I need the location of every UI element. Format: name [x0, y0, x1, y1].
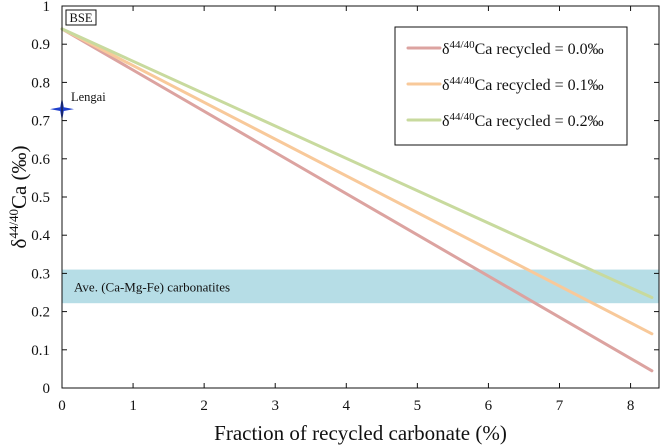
carbonatite-band-label: Ave. (Ca-Mg-Fe) carbonatites: [74, 279, 230, 294]
legend-label-sup: 44/40: [450, 75, 476, 87]
x-tick-label: 3: [271, 398, 279, 414]
x-tick-label: 7: [556, 398, 564, 414]
legend-label-sup: 44/40: [450, 39, 476, 51]
y-axis-title-suffix: Ca (‰): [7, 145, 31, 209]
y-tick-label: 0.7: [31, 114, 50, 130]
series-line-1: [60, 27, 654, 336]
x-tick-label: 4: [343, 398, 351, 414]
y-tick-label: 0.5: [31, 190, 50, 206]
tick-layer: 0 0.1 0.2 0.3 0.4 0.5 0.6 0.7 0.8 0.9 1 0 1 2 3 4 5 6 7 8: [31, 0, 659, 414]
legend-label-prefix: δ: [442, 113, 450, 130]
legend-label-suffix: Ca recycled = 0.2‰: [475, 113, 604, 130]
legend-label-suffix: Ca recycled = 0.1‰: [475, 77, 604, 94]
corner-label-group: BSE: [65, 9, 97, 26]
x-tick-label: 6: [485, 398, 493, 414]
x-tick-label: 0: [58, 398, 66, 414]
legend-label-prefix: δ: [442, 77, 450, 94]
x-axis-title: Fraction of recycled carbonate (%): [214, 421, 507, 445]
band-layer: Ave. (Ca-Mg-Fe) carbonatites: [62, 269, 659, 304]
y-tick-label: 0.9: [31, 37, 50, 53]
y-tick-label: 0: [43, 381, 51, 397]
corner-label-box: [65, 9, 97, 26]
y-tick-label: 0.8: [31, 75, 50, 91]
y-tick-label: 1: [43, 0, 51, 15]
legend-label-2: δ44/40Ca recycled = 0.2‰: [442, 111, 604, 130]
legend-label-1: δ44/40Ca recycled = 0.1‰: [442, 75, 604, 94]
lengai-label: Lengai: [71, 90, 106, 104]
series-line-2: [60, 27, 654, 299]
legend-label-prefix: δ: [442, 41, 450, 58]
legend-label-suffix: Ca recycled = 0.0‰: [475, 41, 604, 58]
corner-label: BSE: [70, 11, 93, 25]
y-tick-label: 0.2: [31, 305, 50, 321]
y-axis-title-sup: 44/40: [6, 209, 21, 239]
x-tick-label: 2: [200, 398, 208, 414]
legend-label-sup: 44/40: [450, 111, 476, 123]
legend: δ44/40Ca recycled = 0.0‰δ44/40Ca recycle…: [394, 26, 628, 146]
y-axis-title-prefix: δ: [7, 239, 31, 249]
y-tick-label: 0.3: [31, 266, 50, 282]
y-tick-label: 0.1: [31, 343, 50, 359]
y-tick-label: 0.6: [31, 152, 50, 168]
series-line-0: [60, 27, 654, 373]
series-layer: [60, 27, 654, 373]
y-axis-title: δ44/40Ca (‰): [6, 145, 31, 248]
x-tick-label: 8: [627, 398, 635, 414]
x-tick-label: 1: [129, 398, 137, 414]
x-tick-label: 5: [414, 398, 422, 414]
legend-label-0: δ44/40Ca recycled = 0.0‰: [442, 39, 604, 58]
y-tick-label: 0.4: [31, 228, 50, 244]
